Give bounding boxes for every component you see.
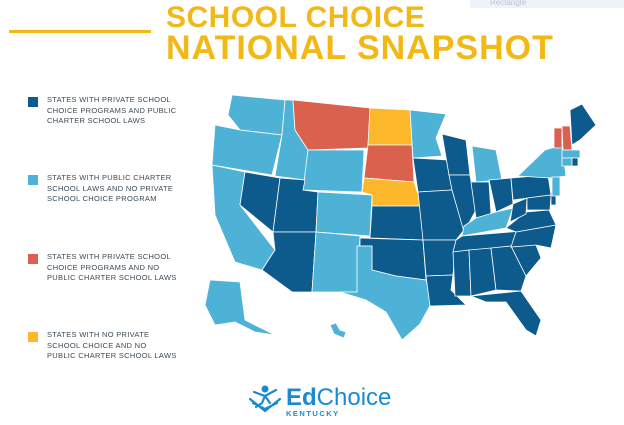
state-ms: [452, 249, 472, 297]
legend-item-light: STATES WITH PUBLIC CHARTER SCHOOL LAWS A…: [28, 173, 177, 205]
state-hi: [329, 322, 347, 339]
state-vt: [553, 127, 563, 149]
state-wv: [509, 197, 528, 223]
state-me: [569, 103, 597, 146]
state-mn: [409, 109, 447, 159]
legend-label: STATES WITH PUBLIC CHARTER SCHOOL LAWS A…: [47, 173, 174, 203]
state-sd: [363, 144, 415, 183]
state-mi: [471, 145, 503, 183]
state-co: [315, 191, 373, 237]
state-tx: [339, 245, 433, 341]
state-mt: [292, 99, 371, 151]
state-md: [526, 194, 552, 211]
state-ia: [412, 157, 453, 193]
legend-swatch: [28, 332, 38, 342]
state-ny: [517, 144, 567, 179]
state-ak: [204, 279, 276, 336]
state-la: [425, 274, 467, 307]
state-ri: [571, 157, 579, 167]
state-nm: [311, 231, 361, 293]
legend-label: STATES WITH PRIVATE SCHOOL CHOICE PROGRA…: [47, 252, 177, 282]
state-nj: [551, 176, 561, 197]
state-wy: [302, 149, 365, 193]
state-oh: [488, 177, 514, 213]
state-ct: [561, 157, 573, 167]
state-ks: [369, 205, 424, 241]
state-mo: [417, 189, 465, 241]
legend-swatch: [28, 175, 38, 185]
state-nh: [561, 125, 573, 151]
legend-swatch: [28, 97, 38, 107]
legend-item-dark: STATES WITH PRIVATE SCHOOL CHOICE PROGRA…: [28, 95, 177, 127]
logo-choice: Choice: [316, 384, 392, 411]
title-line-1: SCHOOL CHOICE: [166, 1, 426, 34]
legend-item-yellow: STATES WITH NO PRIVATE SCHOOL CHOICE AND…: [28, 330, 177, 362]
legend-label: STATES WITH PRIVATE SCHOOL CHOICE PROGRA…: [47, 95, 177, 125]
state-nd: [367, 107, 413, 146]
state-ga: [490, 245, 527, 292]
state-ar: [422, 239, 457, 277]
edchoice-logo: EdChoice KENTUCKY: [248, 383, 392, 418]
legend-item-red: STATES WITH PRIVATE SCHOOL CHOICE PROGRA…: [28, 252, 177, 284]
state-ma: [561, 149, 581, 159]
person-logo-icon: [248, 385, 282, 413]
state-az: [261, 231, 317, 293]
state-or: [211, 124, 283, 176]
legend-label: STATES WITH NO PRIVATE SCHOOL CHOICE AND…: [47, 330, 177, 360]
title-rule: [9, 30, 151, 33]
logo-kentucky: KENTUCKY: [286, 409, 340, 418]
logo-ed: Ed: [286, 384, 317, 411]
title-line-2: NATIONAL SNAPSHOT: [166, 29, 554, 67]
legend-swatch: [28, 254, 38, 264]
state-il: [448, 174, 477, 234]
state-fl: [470, 290, 542, 337]
toolbar-chip: Rectangle: [470, 0, 624, 8]
